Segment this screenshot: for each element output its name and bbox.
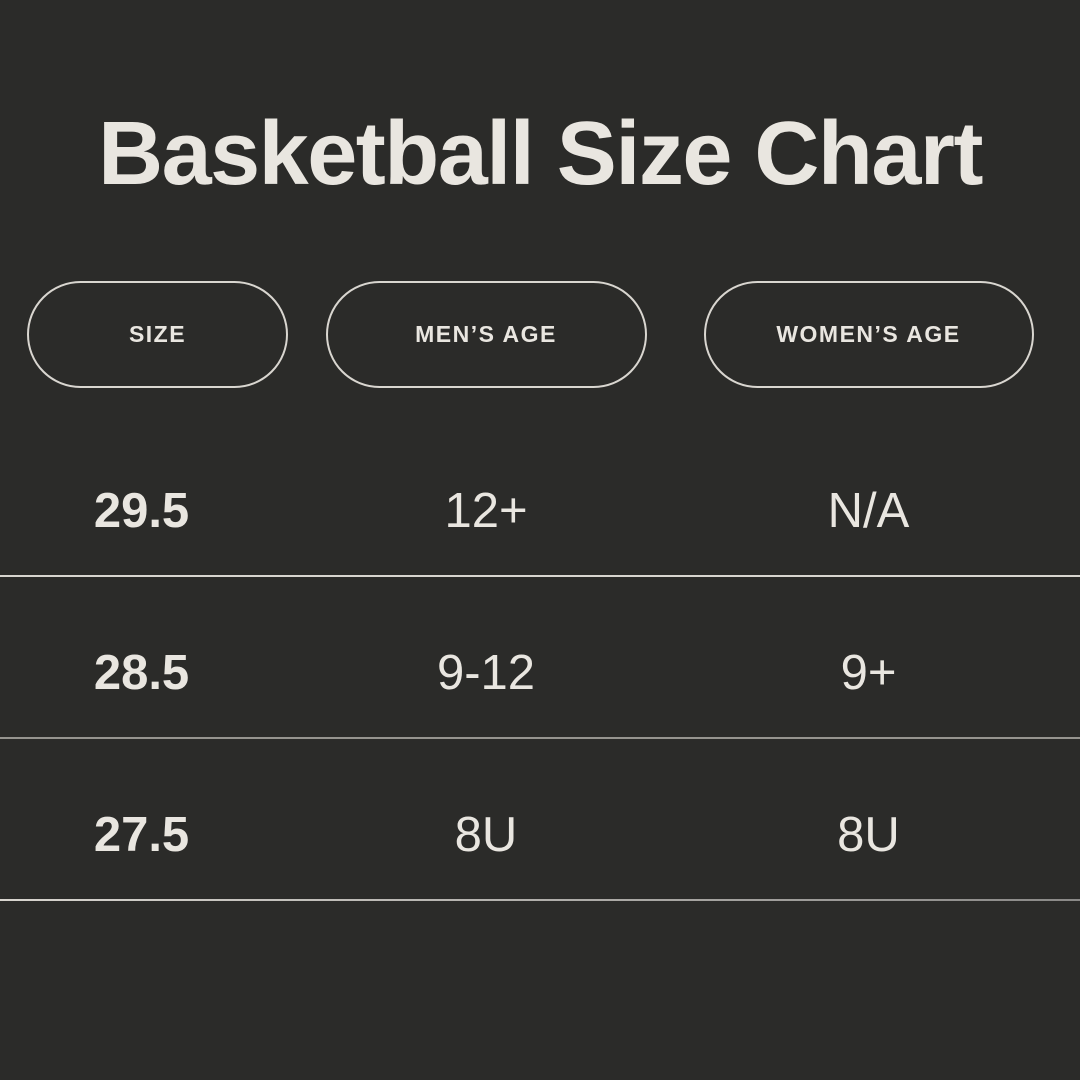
womens-age-value: 9+ (840, 646, 897, 700)
size-header-pill: SIZE (27, 281, 288, 388)
mens-age-value: 9-12 (436, 646, 536, 700)
page-title: Basketball Size Chart (98, 104, 983, 204)
mens-age-value: 8U (454, 808, 518, 862)
table-body: 29.5 12+ N/A 28.5 9-12 9+ 27.5 8U 8U (0, 415, 1080, 901)
womens-age-value: N/A (827, 484, 910, 538)
header-cell-size: SIZE (0, 281, 315, 388)
mens-age-value: 12+ (444, 484, 528, 538)
womens-age-header-label: WOMEN’S AGE (776, 321, 961, 347)
table-row: 27.5 8U 8U (0, 739, 1080, 901)
womens-age-value: 8U (837, 808, 900, 862)
size-value: 28.5 (93, 646, 190, 700)
size-value: 29.5 (93, 484, 190, 538)
header-cell-mens-age: MEN’S AGE (315, 281, 657, 388)
womens-age-header-pill: WOMEN’S AGE (703, 281, 1034, 388)
table-row: 28.5 9-12 9+ (0, 577, 1080, 739)
table-header-row: SIZE MEN’S AGE WOMEN’S AGE (0, 281, 1080, 388)
mens-age-header-pill: MEN’S AGE (325, 281, 647, 388)
table-row: 29.5 12+ N/A (0, 415, 1080, 577)
size-header-label: SIZE (128, 321, 187, 347)
size-value: 27.5 (93, 808, 190, 862)
header-cell-womens-age: WOMEN’S AGE (657, 281, 1080, 388)
mens-age-header-label: MEN’S AGE (415, 321, 557, 347)
